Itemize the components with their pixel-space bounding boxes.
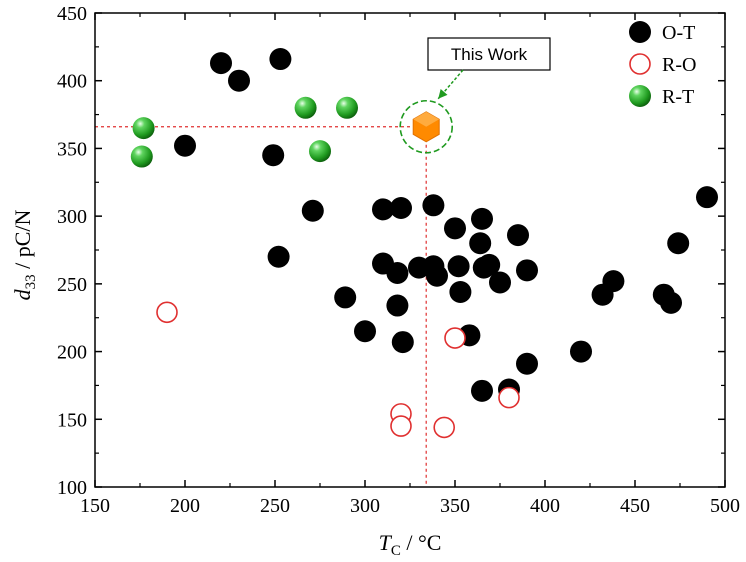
x-tick-label: 300 (350, 495, 380, 517)
data-point-r-t (294, 96, 317, 119)
data-point-o-t (422, 194, 445, 217)
y-tick-label: 150 (57, 409, 87, 431)
data-point-o-t (301, 199, 324, 222)
y-tick-label: 200 (57, 342, 87, 364)
data-point-o-t (507, 224, 529, 247)
data-point-o-t (269, 48, 292, 71)
legend-marker-o-t (629, 21, 651, 43)
data-point-o-t (602, 270, 625, 293)
data-point-r-t (132, 117, 155, 140)
y-tick-label: 350 (57, 138, 87, 160)
highlight-ring (399, 99, 454, 154)
data-point-o-t (471, 207, 493, 230)
data-point-o-t (444, 217, 466, 240)
this-work-annotation: This Work (399, 37, 551, 154)
data-point-r-o (433, 416, 456, 439)
data-point-o-t (334, 286, 357, 309)
x-tick-label: 500 (710, 495, 740, 517)
legend-marker-r-t (629, 85, 651, 107)
legend: O-T R-O R-T (629, 21, 696, 108)
data-points (130, 48, 718, 439)
data-point-o-t (390, 197, 412, 220)
x-tick-label: 250 (260, 495, 290, 517)
data-point-r-t (336, 96, 358, 119)
data-point-o-t (267, 245, 290, 268)
legend-marker-r-o (629, 53, 651, 75)
data-point-o-t (426, 264, 448, 287)
x-axis-title: TC / °C (379, 530, 442, 559)
y-tick-label: 300 (57, 206, 87, 228)
legend-entry-r-t: R-T (629, 85, 694, 108)
data-point-o-t (262, 144, 285, 167)
y-tick-label: 100 (57, 477, 87, 499)
data-point-o-t (228, 69, 250, 92)
data-point-o-t (386, 294, 409, 317)
y-axis-title: d33 / pC/N (10, 210, 39, 301)
y-tick-label: 450 (57, 3, 87, 25)
data-point-o-t (471, 379, 493, 402)
data-point-o-t (447, 255, 470, 278)
data-point-o-t (391, 331, 414, 354)
y-tick-label: 250 (57, 274, 87, 296)
annotation-label: This Work (451, 45, 528, 64)
data-point-o-t (174, 134, 196, 157)
data-point-o-t (372, 198, 394, 221)
data-point-r-o (498, 386, 520, 409)
data-point-r-t (130, 145, 153, 168)
x-tick-label: 150 (80, 495, 110, 517)
annotation-box (427, 37, 551, 71)
data-point-o-t (449, 280, 472, 303)
data-point-o-t (469, 232, 492, 255)
data-point-o-t (516, 352, 538, 375)
x-tick-label: 200 (170, 495, 200, 517)
x-tick-label: 400 (530, 495, 560, 517)
data-point-r-o (444, 327, 466, 349)
data-point-r-o (390, 415, 412, 437)
legend-entry-o-t: O-T (629, 21, 695, 44)
data-point-o-t (489, 271, 511, 294)
data-point-o-t (570, 340, 592, 363)
data-point-o-t (660, 291, 682, 314)
data-point-o-t (516, 259, 538, 282)
data-point-o-t (667, 232, 690, 255)
legend-label-r-t: R-T (662, 86, 694, 108)
axis-ticks (94, 12, 726, 488)
axis-tick-labels: 150 200 250 300 350 400 450 5001001502002503003… (57, 3, 740, 517)
data-point-o-t (386, 262, 409, 285)
data-point-r-t (309, 140, 331, 163)
data-point-r-o (156, 301, 178, 324)
legend-label-o-t: O-T (662, 22, 695, 44)
this-work-hexagon-highlight (413, 111, 440, 127)
x-tick-label: 350 (440, 495, 470, 517)
legend-label-r-o: R-O (662, 54, 696, 76)
y-tick-label: 400 (57, 71, 87, 93)
data-point-o-t (354, 320, 376, 343)
data-point-o-t (696, 186, 718, 209)
data-point-o-t (210, 52, 232, 75)
legend-entry-r-o: R-O (629, 53, 696, 76)
x-tick-label: 450 (620, 495, 650, 517)
data-point-o-t (478, 253, 501, 276)
annotation-arrowhead (438, 89, 448, 99)
